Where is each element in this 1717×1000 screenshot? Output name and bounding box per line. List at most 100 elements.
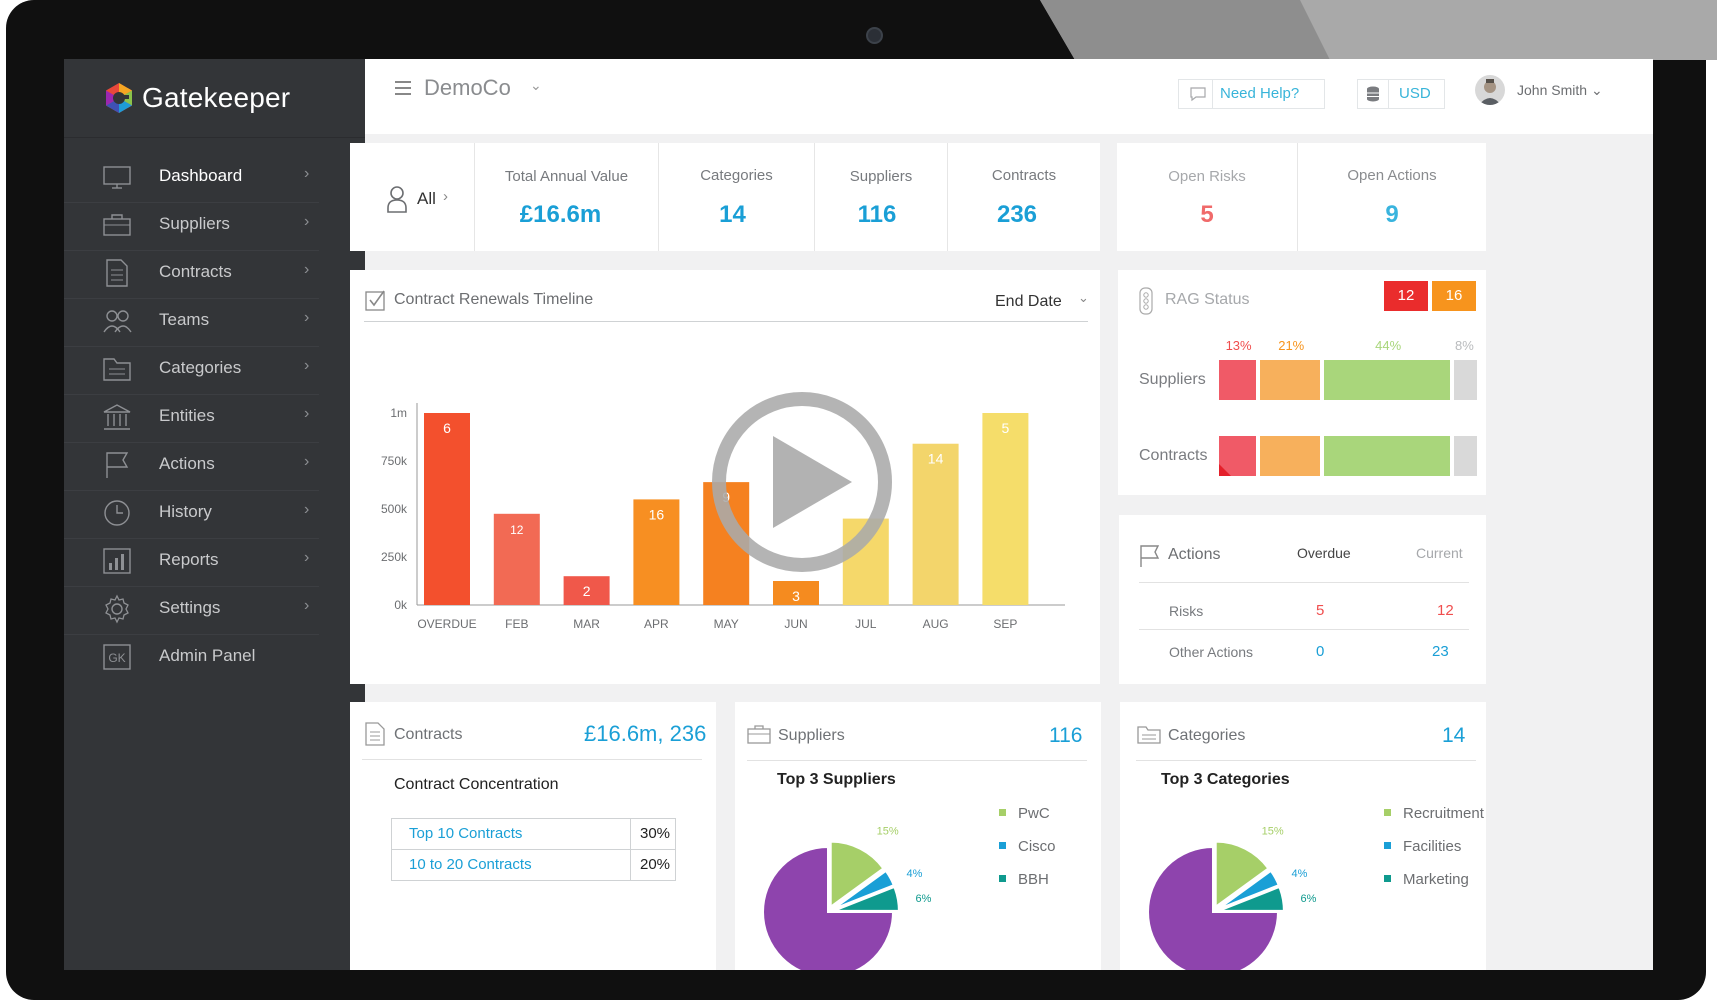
pie-slice[interactable] (1218, 885, 1285, 912)
monitor-icon (103, 166, 131, 189)
sidebar-item-dashboard[interactable]: Dashboard › (64, 151, 365, 203)
chevron-right-icon: › (304, 261, 310, 278)
stat-total-annual-value[interactable]: Total Annual Value £16.6m (504, 168, 629, 228)
divider (747, 760, 1087, 761)
x-tick-label: JUL (855, 617, 877, 631)
sidebar-item-label: Settings (159, 598, 221, 617)
rag-segment[interactable] (1324, 360, 1451, 400)
filter-all[interactable]: All › (350, 143, 474, 251)
chevron-down-icon[interactable]: ⌄ (1078, 290, 1089, 305)
sidebar-item-teams[interactable]: Teams › (64, 295, 365, 347)
bar-overdue[interactable] (424, 413, 470, 605)
sidebar-item-reports[interactable]: Reports › (64, 535, 365, 587)
legend-label[interactable]: Facilities (1403, 838, 1461, 855)
pie-slice[interactable] (762, 845, 895, 970)
y-tick-label: 750k (381, 454, 408, 468)
timeline-title: Contract Renewals Timeline (394, 291, 594, 308)
bar-feb[interactable] (493, 513, 540, 605)
pie-slice[interactable] (829, 840, 885, 909)
rag-status-card: RAG Status 12 16 Suppliers 13% 21% 44% 8% Con… (1118, 270, 1486, 495)
contract-concentration-title: Contract Concentration (394, 776, 559, 793)
pie-slice[interactable] (1217, 869, 1280, 911)
sidebar-item-entities[interactable]: Entities › (64, 391, 365, 443)
chevron-right-icon: › (304, 405, 310, 422)
sort-select[interactable]: End Date (995, 293, 1062, 310)
sidebar-item-label: Contracts (159, 262, 232, 281)
chevron-right-icon: › (443, 188, 448, 205)
currency-label: USD (1399, 85, 1431, 102)
legend-label[interactable]: Cisco (1018, 838, 1056, 855)
gatekeeper-logo-icon (106, 83, 132, 113)
pie-slice[interactable] (833, 885, 900, 912)
camera (866, 27, 883, 44)
bar-chart-icon (103, 548, 131, 574)
sidebar-item-admin-panel[interactable]: GK Admin Panel (64, 631, 365, 683)
bar-sep[interactable] (982, 413, 1029, 605)
actions-row-risks[interactable]: Risks 5 12 (1119, 597, 1486, 625)
sidebar-item-label: Suppliers (159, 214, 230, 233)
chevron-down-icon: ⌄ (1590, 82, 1603, 98)
rag-segment[interactable] (1454, 360, 1477, 400)
10-to-20-contracts-link[interactable]: 10 to 20 Contracts (409, 856, 532, 873)
sidebar-item-label: Teams (159, 310, 210, 329)
other-current-value: 23 (1432, 643, 1449, 660)
rag-percent-label: 13% (1225, 338, 1252, 353)
company-selector[interactable]: DemoCo (424, 75, 511, 100)
bar-mar[interactable] (563, 576, 610, 605)
pie-slice[interactable] (832, 869, 895, 911)
top-10-contracts-link[interactable]: Top 10 Contracts (409, 825, 523, 842)
sidebar-item-settings[interactable]: Settings › (64, 583, 365, 635)
rag-badge-red[interactable]: 12 (1384, 281, 1428, 311)
stat-categories[interactable]: Categories 14 (700, 167, 773, 228)
legend-swatch (1384, 842, 1391, 849)
legend-label[interactable]: Marketing (1403, 871, 1469, 888)
actions-title: Actions (1168, 546, 1221, 563)
bar-data-label: 6 (443, 420, 451, 436)
checkbox-icon (365, 290, 385, 311)
legend-label[interactable]: PwC (1018, 805, 1050, 822)
bar-data-label: 16 (649, 506, 665, 522)
rag-segment[interactable] (1260, 436, 1321, 476)
top-categories-title: Top 3 Categories (1161, 771, 1290, 788)
bar-apr[interactable] (633, 499, 680, 605)
bar-aug[interactable] (912, 443, 959, 605)
traffic-light-icon (1139, 287, 1153, 315)
need-help-button[interactable]: Need Help? (1178, 79, 1325, 109)
sidebar-item-actions[interactable]: Actions › (64, 439, 365, 491)
bar-jun[interactable] (773, 581, 819, 605)
sidebar: Gatekeeper Dashboard › Suppliers › Contracts… (64, 59, 365, 970)
rag-segment[interactable] (1454, 436, 1477, 476)
sidebar-item-suppliers[interactable]: Suppliers › (64, 199, 365, 251)
sidebar-item-history[interactable]: History › (64, 487, 365, 539)
bar-data-label: 14 (928, 451, 944, 467)
pie-slice[interactable] (1147, 845, 1280, 970)
row-label: Risks (1169, 603, 1204, 619)
rag-badge-amber[interactable]: 16 (1432, 281, 1476, 311)
filter-label: All (417, 189, 436, 208)
currency-selector[interactable]: USD (1357, 79, 1445, 109)
top-suppliers-title: Top 3 Suppliers (777, 771, 896, 788)
document-icon (365, 722, 385, 746)
menu-icon[interactable] (395, 81, 411, 95)
legend-label[interactable]: BBH (1018, 871, 1049, 888)
sidebar-item-categories[interactable]: Categories › (64, 343, 365, 395)
legend-label[interactable]: Recruitment (1403, 805, 1485, 822)
actions-row-other[interactable]: Other Actions 0 23 (1119, 638, 1486, 666)
rag-segment[interactable] (1260, 360, 1321, 400)
stat-contracts[interactable]: Contracts 236 (991, 167, 1057, 228)
suppliers-summary-card: Suppliers 116 Top 3 Suppliers 15% 4% 6% PwC… (735, 702, 1101, 970)
stat-suppliers[interactable]: Suppliers 116 (849, 168, 913, 228)
clock-icon (104, 500, 130, 526)
rag-percent-label: 21% (1278, 338, 1305, 353)
brand-logo[interactable]: Gatekeeper (102, 81, 290, 115)
stat-open-actions[interactable]: Open Actions 9 (1347, 167, 1437, 228)
pie-slice[interactable] (1214, 840, 1270, 909)
play-video-button[interactable] (710, 390, 894, 574)
rag-segment[interactable] (1324, 436, 1451, 476)
divider (1136, 760, 1476, 761)
legend-swatch (1384, 809, 1391, 816)
rag-segment[interactable] (1219, 360, 1257, 400)
sidebar-item-contracts[interactable]: Contracts › (64, 247, 365, 299)
stat-open-risks[interactable]: Open Risks 5 (1168, 168, 1246, 228)
chevron-down-icon[interactable]: ⌄ (530, 77, 542, 93)
